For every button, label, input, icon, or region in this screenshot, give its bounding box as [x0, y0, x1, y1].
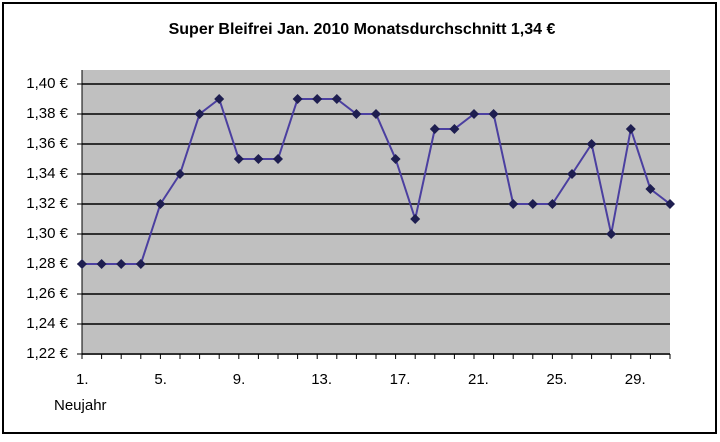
chart-title: Super Bleifrei Jan. 2010 Monatsdurchschn…	[169, 21, 556, 38]
y-tick-label: 1,34 €	[26, 165, 68, 182]
x-tick-label: 5.	[154, 371, 167, 388]
marker	[351, 109, 362, 119]
x-tick-label: 9.	[233, 371, 246, 388]
marker	[194, 109, 205, 119]
marker	[527, 199, 538, 209]
marker	[175, 169, 185, 179]
marker	[96, 259, 107, 269]
y-tick-label: 1,28 €	[26, 255, 68, 272]
y-tick-label: 1,30 €	[26, 225, 68, 242]
marker	[214, 94, 225, 104]
marker	[292, 94, 303, 104]
y-tick-label: 1,22 €	[26, 345, 68, 362]
marker	[331, 94, 342, 104]
marker	[567, 169, 577, 179]
marker	[410, 214, 421, 224]
y-tick-label: 1,24 €	[26, 315, 68, 332]
x-tick-label: 13.	[311, 371, 332, 388]
y-tick-label: 1,38 €	[26, 105, 68, 122]
x-tick-label: 17.	[390, 371, 411, 388]
y-tick-label: 1,26 €	[26, 285, 68, 302]
marker	[469, 109, 479, 119]
y-tick-label: 1,40 €	[26, 75, 68, 92]
marker	[645, 184, 656, 194]
marker	[508, 199, 519, 209]
y-tick-label: 1,36 €	[26, 135, 68, 152]
marker	[665, 199, 675, 209]
marker	[625, 124, 636, 134]
marker	[429, 124, 440, 134]
marker	[449, 124, 460, 134]
marker	[547, 199, 558, 209]
marker	[371, 109, 381, 119]
marker	[155, 199, 166, 209]
x-tick-label: 1.	[76, 371, 89, 388]
marker	[77, 259, 87, 269]
x-tick-label: 21.	[468, 371, 489, 388]
marker	[233, 154, 244, 164]
marker	[253, 154, 264, 164]
marker	[135, 259, 146, 269]
marker	[312, 94, 323, 104]
marker	[606, 229, 617, 239]
marker	[116, 259, 127, 269]
marker	[390, 154, 401, 164]
marker	[586, 139, 597, 149]
y-tick-label: 1,32 €	[26, 195, 68, 212]
x-tick-label: 29.	[625, 371, 646, 388]
annotation: Neujahr	[54, 397, 107, 414]
marker	[273, 154, 283, 164]
x-tick-label: 25.	[546, 371, 567, 388]
marker	[488, 109, 499, 119]
